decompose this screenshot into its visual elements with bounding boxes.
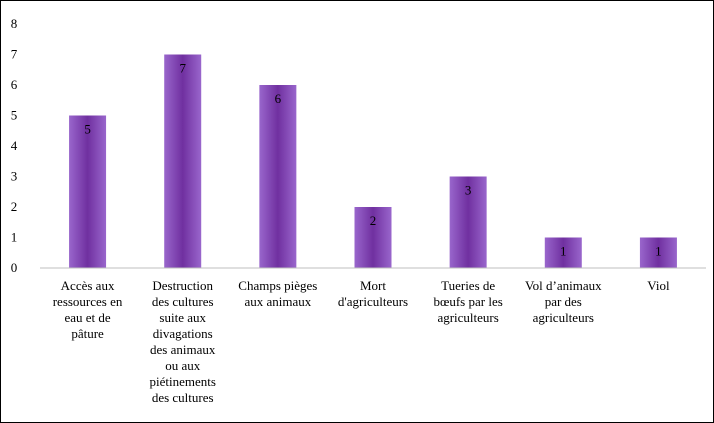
category-label-line: par des: [544, 294, 582, 309]
bar: [639, 237, 677, 268]
y-tick-label: 4: [11, 138, 18, 153]
category-label: Tueries de bœufs par les agriculteurs: [424, 278, 512, 326]
category-label-line: bœufs par les: [433, 294, 503, 309]
bar: [69, 115, 107, 268]
category-label-line: Vol d’animaux: [524, 278, 602, 293]
bar: [259, 85, 297, 268]
category-label-line: d'agriculteurs: [337, 294, 409, 309]
category-label-line: eau et de: [64, 310, 111, 325]
category-label-line: Viol: [647, 278, 670, 293]
y-tick-label: 2: [11, 199, 18, 214]
data-label: 1: [560, 244, 567, 259]
category-label-line: Accès aux: [60, 278, 115, 293]
data-label: 1: [655, 244, 662, 259]
data-label: 6: [275, 91, 282, 106]
category-label: Accès aux ressources en eau et de pâture: [44, 278, 132, 342]
y-tick-label: 1: [11, 230, 18, 245]
category-label: Champs pièges aux animaux: [234, 278, 322, 310]
y-tick-label: 5: [11, 108, 18, 123]
y-tick-label: 7: [11, 47, 18, 62]
category-label-line: agriculteurs: [437, 310, 499, 325]
data-label: 3: [465, 183, 472, 198]
data-label: 7: [179, 61, 186, 76]
category-label-line: des cultures: [151, 390, 214, 405]
category-label-line: agriculteurs: [532, 310, 594, 325]
category-label-line: des cultures: [151, 294, 214, 309]
y-tick-label: 3: [11, 169, 18, 184]
category-label-line: des animaux: [150, 342, 216, 357]
category-label-line: divagations: [152, 326, 213, 341]
category-label: Vol d’animaux par des agriculteurs: [519, 278, 607, 326]
category-label-line: piétinements: [149, 374, 216, 389]
category-label-line: ou aux: [165, 358, 201, 373]
y-tick-label: 6: [11, 77, 18, 92]
category-label: Destruction des cultures suite aux divagati…: [139, 278, 227, 406]
y-tick-label: 8: [11, 16, 18, 31]
category-label-line: suite aux: [159, 310, 206, 325]
y-tick-label: 0: [11, 260, 18, 275]
category-label: Mort d'agriculteurs: [329, 278, 417, 310]
category-label-line: Mort: [360, 278, 386, 293]
category-label-line: Tueries de: [441, 278, 496, 293]
category-label-line: aux animaux: [244, 294, 312, 309]
bar: [544, 237, 582, 268]
y-axis-ticks: 0 1 2 3 4 5 6 7 8: [11, 16, 18, 275]
bar: [354, 207, 392, 268]
category-label-line: pâture: [71, 326, 104, 341]
bars: 5 7 6 2 3 1 1: [69, 54, 677, 268]
bar: [449, 176, 487, 268]
category-label-line: ressources en: [52, 294, 123, 309]
data-label: 5: [84, 122, 91, 137]
bar: [164, 54, 202, 268]
category-label-line: Destruction: [152, 278, 214, 293]
category-label: Viol: [614, 278, 702, 294]
data-label: 2: [370, 213, 377, 228]
category-label-line: Champs pièges: [238, 278, 318, 293]
